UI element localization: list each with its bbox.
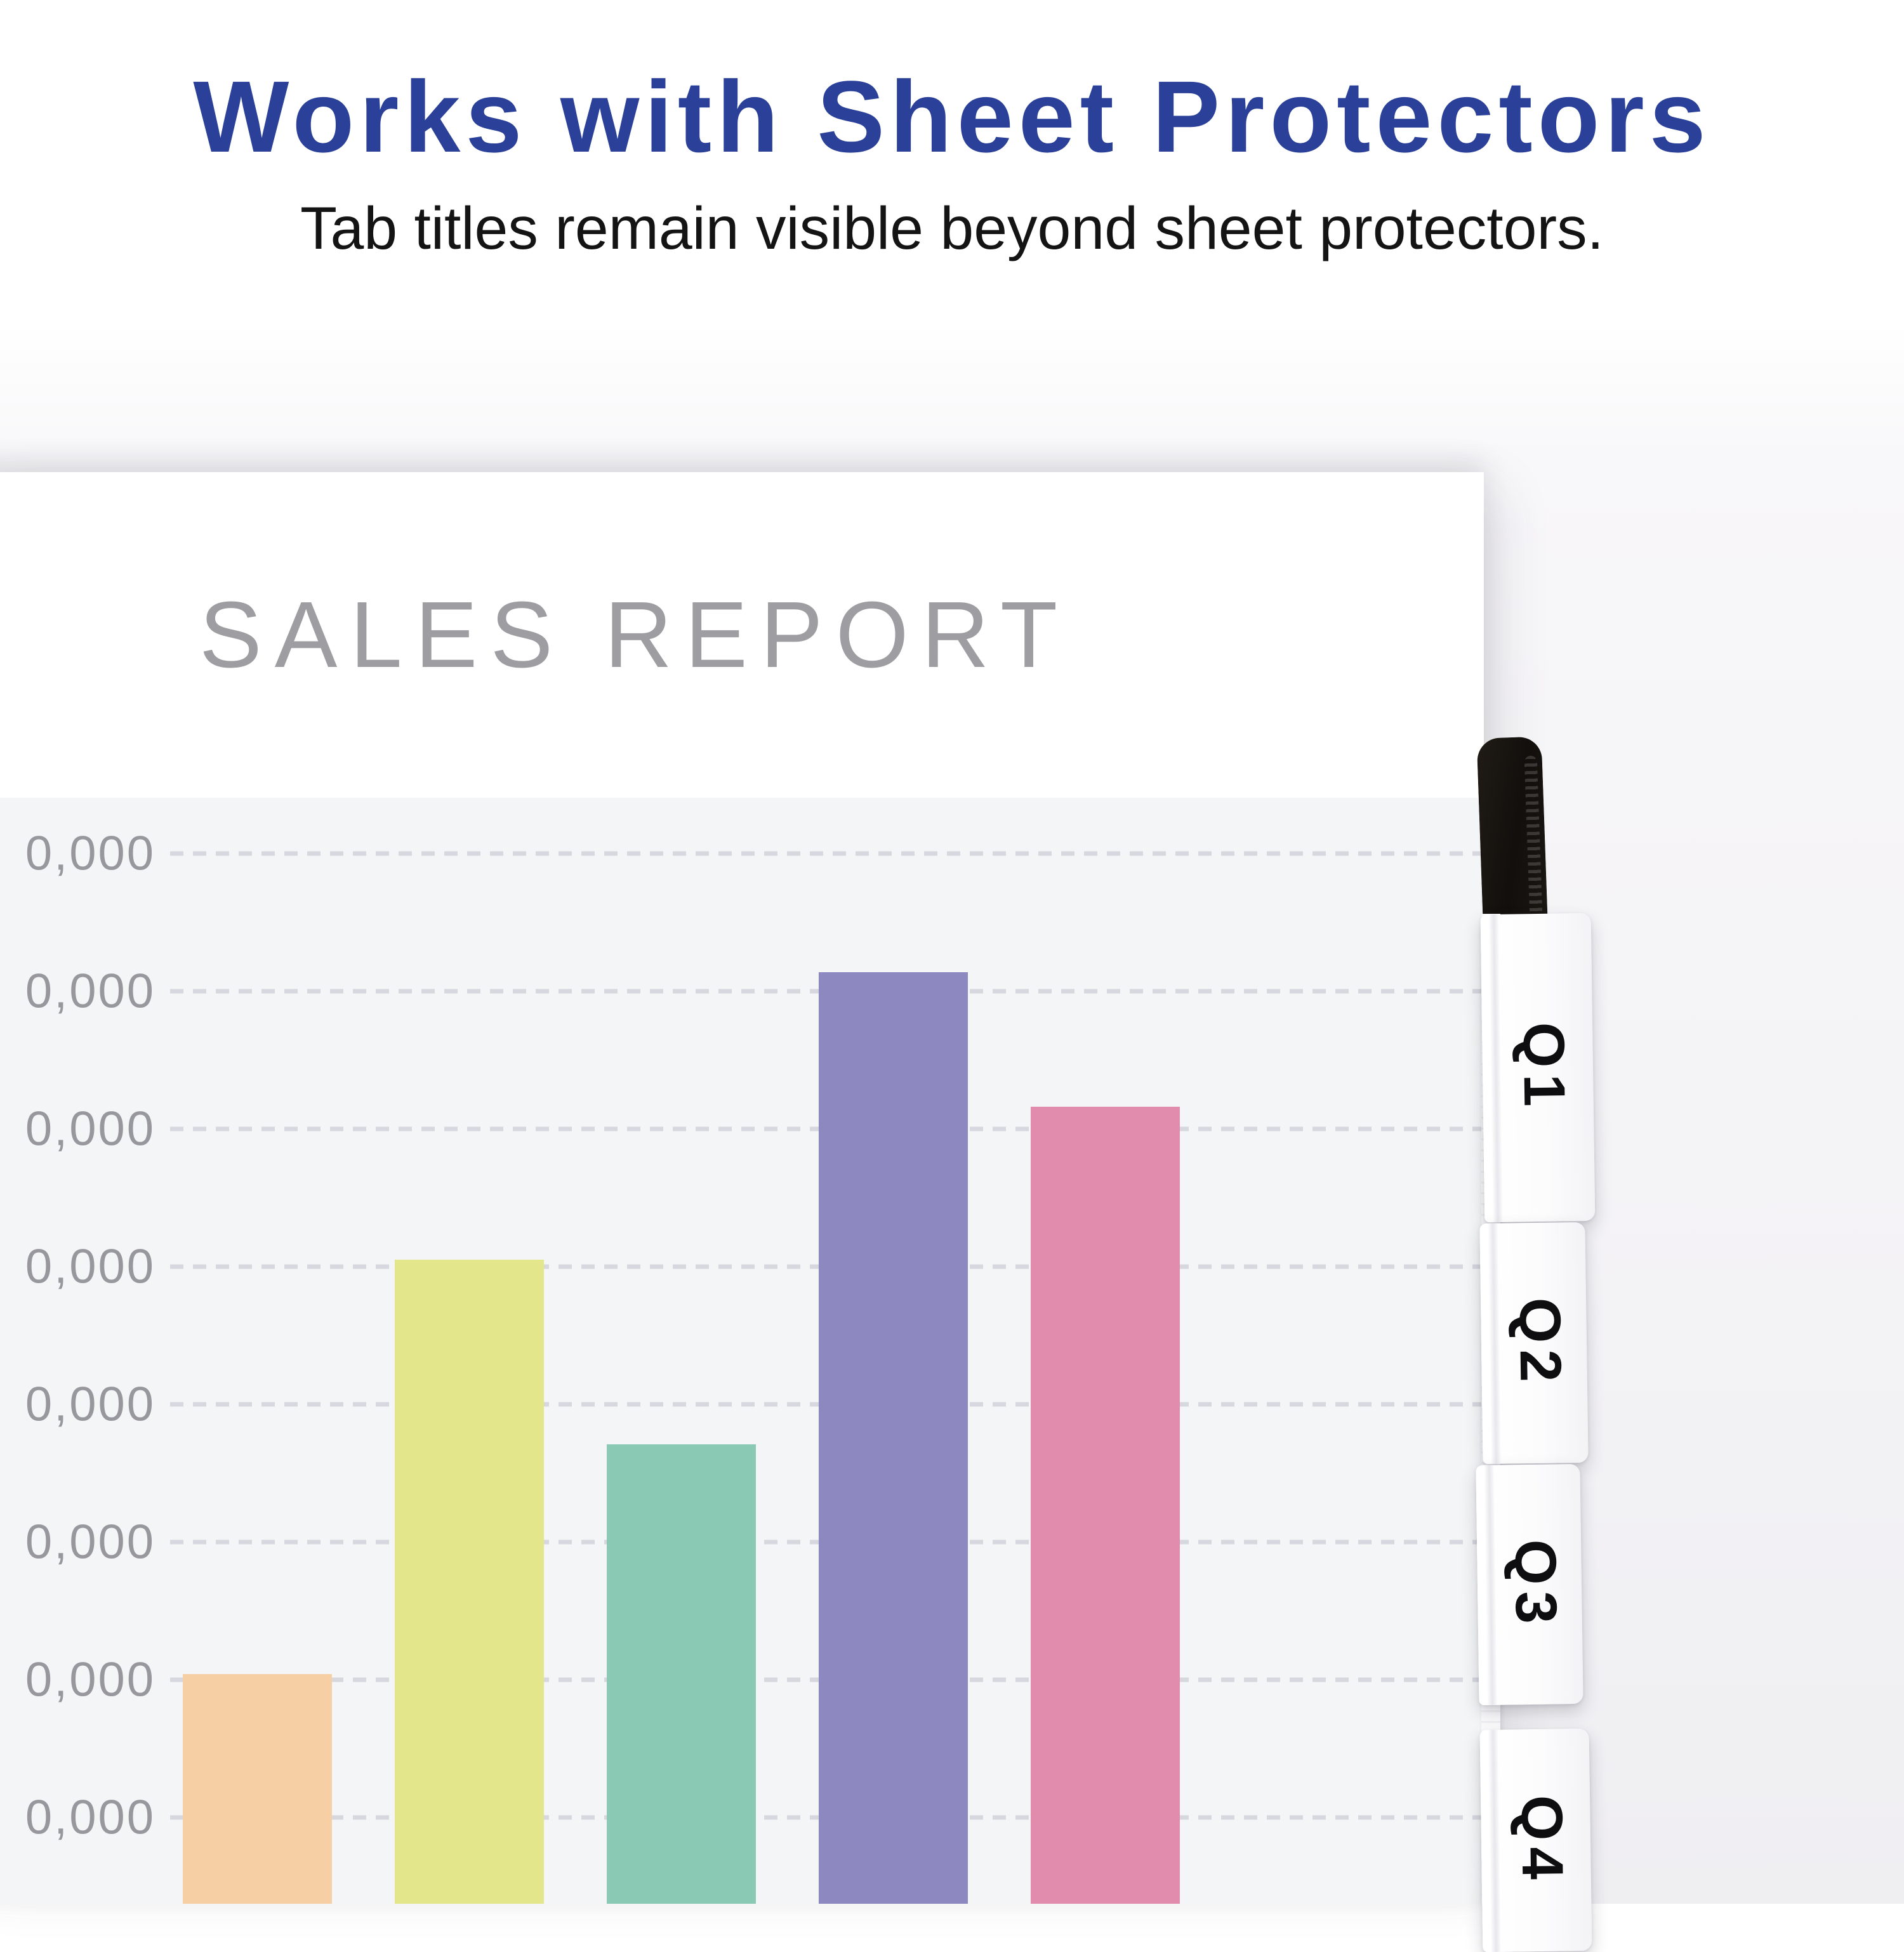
report-header: SALES REPORT xyxy=(0,472,1484,798)
headline-block: Works with Sheet Protectors Tab titles r… xyxy=(0,0,1904,262)
page-subtitle: Tab titles remain visible beyond sheet p… xyxy=(300,195,1604,262)
dashed-gridline xyxy=(170,851,1484,856)
binder-spine xyxy=(1476,736,1548,929)
bar-series-2 xyxy=(395,1260,544,1904)
bar-chart: 0,000 0,000 0,000 0,000 0,000 0,000 0,000 0,000 xyxy=(0,798,1484,1904)
report-title: SALES REPORT xyxy=(199,582,1071,687)
bar-series-3 xyxy=(607,1444,756,1904)
divider-tab-q4: Q4 xyxy=(1479,1728,1592,1952)
bar-series-5 xyxy=(1031,1107,1180,1904)
divider-tab-label: Q3 xyxy=(1502,1538,1569,1630)
divider-tab-label: Q1 xyxy=(1511,1022,1577,1114)
y-axis-tick-label: 0,000 xyxy=(25,1377,155,1432)
report-document: SALES REPORT 0,000 0,000 0,000 0,000 0,000 0,… xyxy=(0,472,1484,1904)
page-title: Works with Sheet Protectors xyxy=(193,60,1711,173)
divider-tab-q1: Q1 xyxy=(1480,913,1596,1223)
divider-tab-label: Q2 xyxy=(1507,1297,1573,1389)
bar-series-1 xyxy=(183,1674,332,1904)
bar-series-4 xyxy=(819,972,968,1904)
divider-tab-q2: Q2 xyxy=(1479,1222,1589,1465)
y-axis-tick-label: 0,000 xyxy=(25,964,155,1019)
y-axis-tick-label: 0,000 xyxy=(25,1515,155,1569)
y-axis-tick-label: 0,000 xyxy=(25,1652,155,1707)
y-axis-tick-label: 0,000 xyxy=(25,1239,155,1294)
divider-tab-label: Q4 xyxy=(1509,1794,1575,1886)
divider-tab-q3: Q3 xyxy=(1476,1463,1583,1706)
y-axis-tick-label: 0,000 xyxy=(25,826,155,881)
y-axis-tick-label: 0,000 xyxy=(25,1790,155,1845)
y-axis-tick-label: 0,000 xyxy=(25,1102,155,1156)
